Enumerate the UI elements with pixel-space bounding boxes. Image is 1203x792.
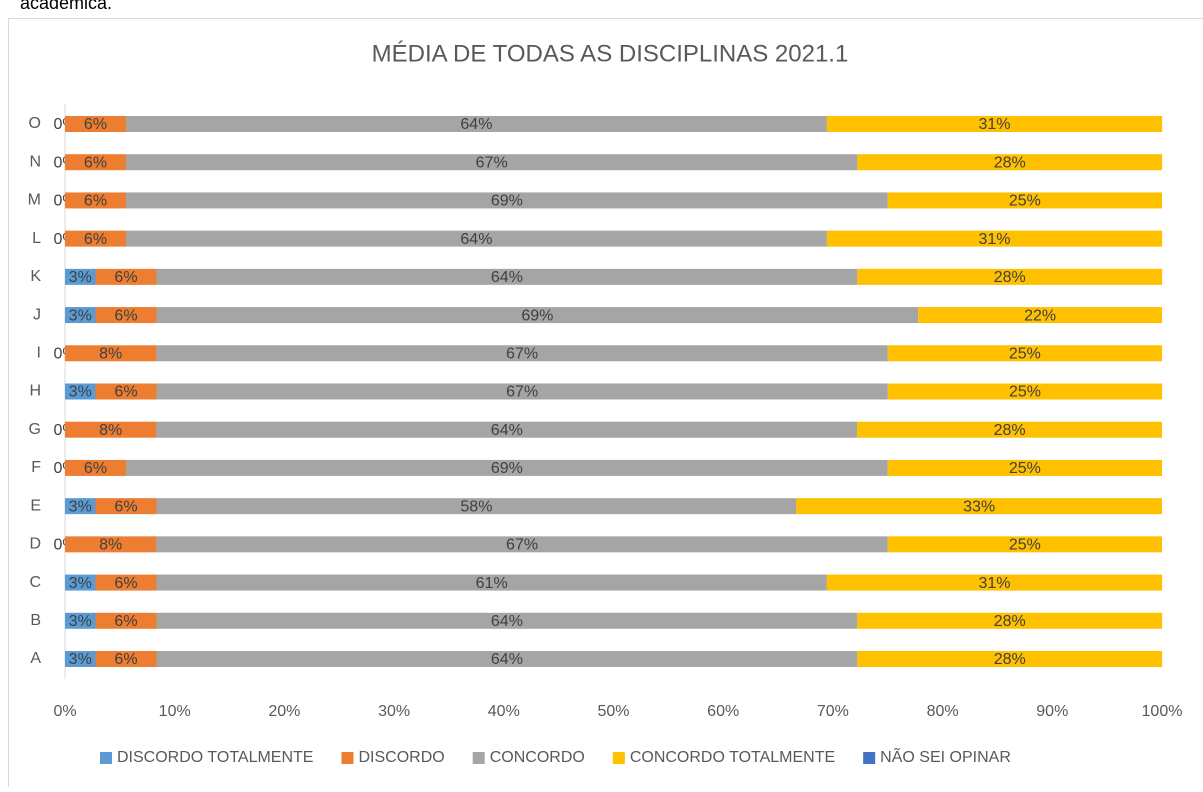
x-tick-label: 20% [268,703,300,720]
data-label: 64% [460,116,492,133]
data-label: 6% [84,116,107,133]
data-label: 6% [114,651,137,668]
data-label: 67% [476,154,508,171]
y-tick-label: B [30,612,41,629]
y-tick-label: I [37,345,41,362]
data-label: 6% [84,154,107,171]
x-tick-label: 80% [927,703,959,720]
data-label: 69% [491,193,523,210]
data-label: 3% [69,384,92,401]
y-tick-label: O [29,115,41,132]
y-tick-label: E [30,497,41,514]
y-tick-label: H [29,383,41,400]
data-label: 31% [978,231,1010,248]
legend-swatch [341,752,353,764]
x-tick-label: 50% [597,703,629,720]
data-label: 8% [99,346,122,363]
data-label: 6% [84,460,107,477]
data-label: 6% [114,575,137,592]
x-tick-label: 30% [378,703,410,720]
legend-label: DISCORDO TOTALMENTE [117,749,313,766]
data-label: 58% [460,498,492,515]
data-label: 28% [994,269,1026,286]
data-label: 25% [1009,193,1041,210]
y-tick-label: F [31,459,41,476]
data-label: 61% [476,575,508,592]
x-tick-label: 10% [159,703,191,720]
y-tick-label: C [29,574,41,591]
data-label: 3% [69,613,92,630]
data-label: 25% [1009,460,1041,477]
data-label: 25% [1009,537,1041,554]
data-label: 3% [69,498,92,515]
x-tick-label: 100% [1142,703,1183,720]
data-label: 3% [69,269,92,286]
y-tick-label: G [29,421,41,438]
x-tick-label: 0% [53,703,76,720]
data-label: 64% [491,613,523,630]
data-label: 69% [521,307,553,324]
data-label: 25% [1009,384,1041,401]
data-label: 6% [114,498,137,515]
data-label: 8% [99,537,122,554]
data-label: 67% [506,384,538,401]
data-label: 28% [994,613,1026,630]
data-label: 33% [963,498,995,515]
data-label: 67% [506,346,538,363]
page-text: acadêmica. [20,0,112,13]
y-tick-label: K [30,268,41,285]
data-label: 3% [69,575,92,592]
legend-swatch [473,752,485,764]
x-tick-label: 70% [817,703,849,720]
x-tick-label: 90% [1036,703,1068,720]
data-label: 6% [114,307,137,324]
data-label: 3% [69,651,92,668]
legend-swatch [613,752,625,764]
legend-label: CONCORDO TOTALMENTE [630,749,835,766]
x-tick-label: 40% [488,703,520,720]
data-label: 22% [1024,307,1056,324]
data-label: 31% [978,116,1010,133]
legend-label: DISCORDO [358,749,444,766]
data-label: 28% [994,422,1026,439]
data-label: 69% [491,460,523,477]
data-label: 64% [491,651,523,668]
y-tick-label: M [28,192,41,209]
chart-title: MÉDIA DE TODAS AS DISCIPLINAS 2021.1 [372,40,849,67]
data-label: 6% [114,613,137,630]
chart-border [9,19,1203,788]
data-label: 64% [460,231,492,248]
data-label: 25% [1009,346,1041,363]
data-label: 64% [491,422,523,439]
legend-label: NÃO SEI OPINAR [880,746,1011,766]
data-label: 6% [114,269,137,286]
y-tick-label: L [32,230,41,247]
data-label: 28% [994,651,1026,668]
data-label: 6% [84,231,107,248]
data-label: 64% [491,269,523,286]
data-label: 6% [114,384,137,401]
data-label: 3% [69,307,92,324]
data-label: 6% [84,193,107,210]
data-label: 8% [99,422,122,439]
x-tick-label: 60% [707,703,739,720]
legend-swatch [863,752,875,764]
legend-label: CONCORDO [490,749,585,766]
y-tick-label: D [29,536,41,553]
y-tick-label: N [29,153,41,170]
legend-swatch [100,752,112,764]
y-tick-label: A [30,650,41,667]
data-label: 28% [994,154,1026,171]
data-label: 31% [978,575,1010,592]
y-tick-label: J [33,306,41,323]
data-label: 67% [506,537,538,554]
